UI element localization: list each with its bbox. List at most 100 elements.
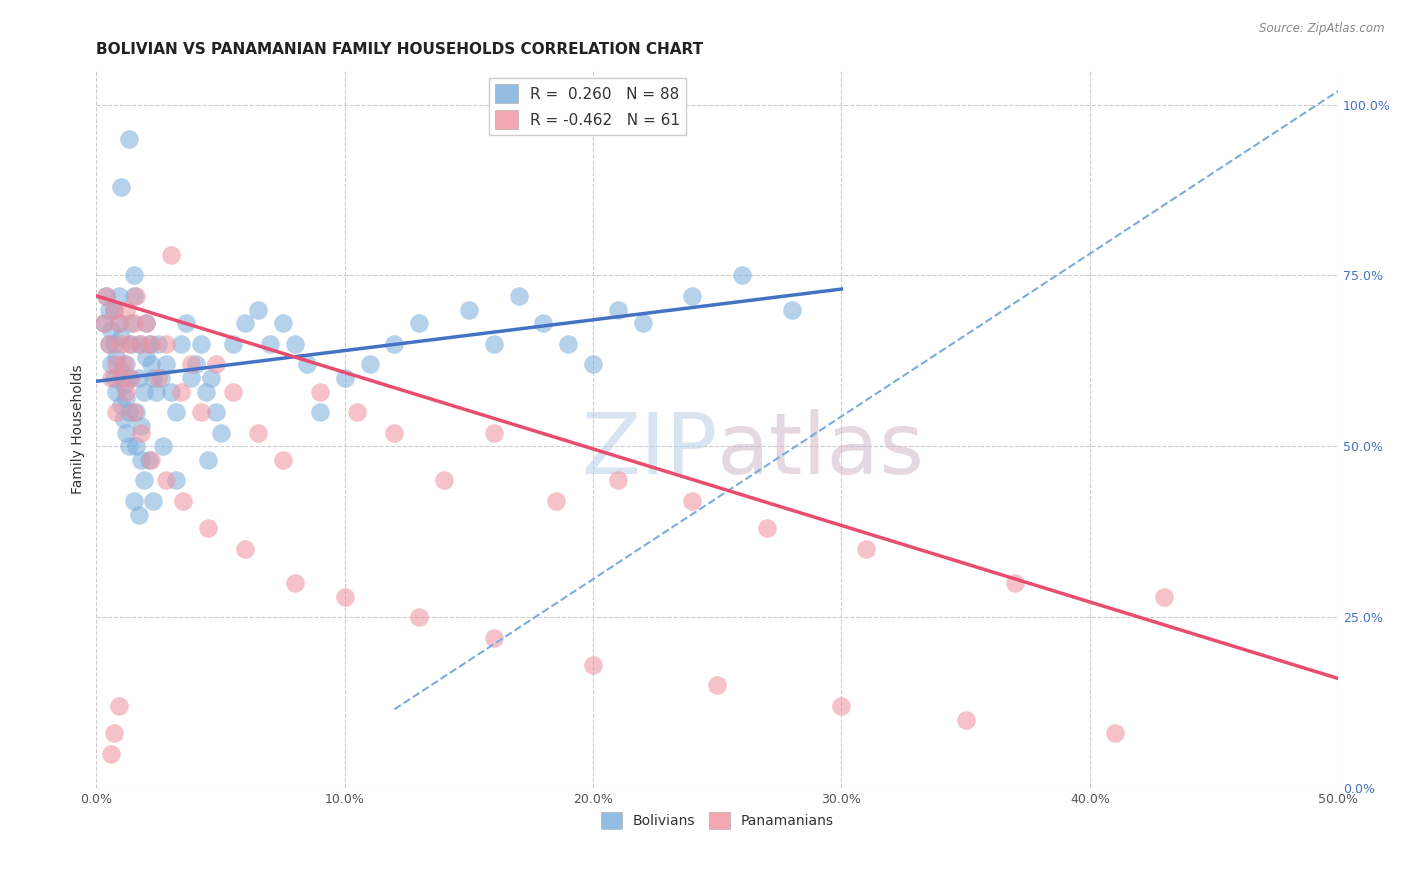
Point <box>333 590 356 604</box>
Point <box>190 336 212 351</box>
Point <box>110 179 132 194</box>
Point <box>309 405 332 419</box>
Point <box>508 289 530 303</box>
Point <box>122 494 145 508</box>
Point <box>222 336 245 351</box>
Point <box>107 316 129 330</box>
Point <box>384 336 406 351</box>
Point <box>128 371 150 385</box>
Point <box>458 302 481 317</box>
Point <box>557 336 579 351</box>
Point <box>482 336 505 351</box>
Point <box>97 302 120 317</box>
Point <box>117 132 139 146</box>
Point <box>346 405 368 419</box>
Point <box>135 316 157 330</box>
Point <box>129 453 152 467</box>
Point <box>93 316 115 330</box>
Point <box>96 289 118 303</box>
Point <box>107 698 129 713</box>
Point <box>155 336 177 351</box>
Point <box>115 357 138 371</box>
Point <box>100 371 122 385</box>
Point <box>129 425 152 440</box>
Point <box>129 336 152 351</box>
Point <box>110 330 132 344</box>
Point <box>122 289 145 303</box>
Point <box>284 336 307 351</box>
Point <box>259 336 281 351</box>
Point <box>165 474 187 488</box>
Point <box>115 392 138 406</box>
Point <box>297 357 319 371</box>
Point <box>706 678 728 692</box>
Point <box>149 371 172 385</box>
Point <box>284 575 307 590</box>
Point <box>110 336 132 351</box>
Point <box>170 336 193 351</box>
Text: Source: ZipAtlas.com: Source: ZipAtlas.com <box>1260 22 1385 36</box>
Point <box>184 357 207 371</box>
Point <box>117 371 139 385</box>
Y-axis label: Family Households: Family Households <box>72 364 86 494</box>
Point <box>120 336 142 351</box>
Legend: Bolivians, Panamanians: Bolivians, Panamanians <box>595 806 839 835</box>
Point <box>148 371 170 385</box>
Point <box>117 336 139 351</box>
Point <box>122 268 145 283</box>
Point <box>433 474 456 488</box>
Point <box>190 405 212 419</box>
Point <box>142 494 165 508</box>
Point <box>631 316 654 330</box>
Point <box>128 508 150 522</box>
Point <box>197 453 219 467</box>
Point <box>408 316 430 330</box>
Point <box>235 541 257 556</box>
Point <box>129 418 152 433</box>
Point <box>96 289 118 303</box>
Point <box>180 371 202 385</box>
Point <box>165 405 187 419</box>
Point <box>125 405 148 419</box>
Point <box>138 336 160 351</box>
Point <box>160 384 183 399</box>
Point <box>197 521 219 535</box>
Point <box>174 316 197 330</box>
Point <box>97 336 120 351</box>
Point <box>204 405 226 419</box>
Point <box>103 302 125 317</box>
Point <box>139 357 162 371</box>
Point <box>309 384 332 399</box>
Point <box>132 474 155 488</box>
Point <box>607 474 630 488</box>
Point <box>222 384 245 399</box>
Point <box>115 302 138 317</box>
Point <box>246 425 269 440</box>
Point <box>235 316 257 330</box>
Point <box>105 384 128 399</box>
Point <box>359 357 381 371</box>
Point <box>682 289 704 303</box>
Point <box>533 316 555 330</box>
Point <box>105 357 128 371</box>
Point <box>138 453 160 467</box>
Point <box>120 371 142 385</box>
Point <box>170 384 193 399</box>
Point <box>152 439 174 453</box>
Point <box>209 425 232 440</box>
Point <box>148 336 170 351</box>
Point <box>384 425 406 440</box>
Point <box>139 453 162 467</box>
Point <box>682 494 704 508</box>
Point <box>582 657 605 672</box>
Point <box>93 316 115 330</box>
Point <box>105 405 128 419</box>
Point <box>333 371 356 385</box>
Point <box>112 357 135 371</box>
Point <box>135 316 157 330</box>
Point <box>125 289 148 303</box>
Text: atlas: atlas <box>717 409 925 492</box>
Point <box>180 357 202 371</box>
Point <box>103 336 125 351</box>
Point <box>142 371 165 385</box>
